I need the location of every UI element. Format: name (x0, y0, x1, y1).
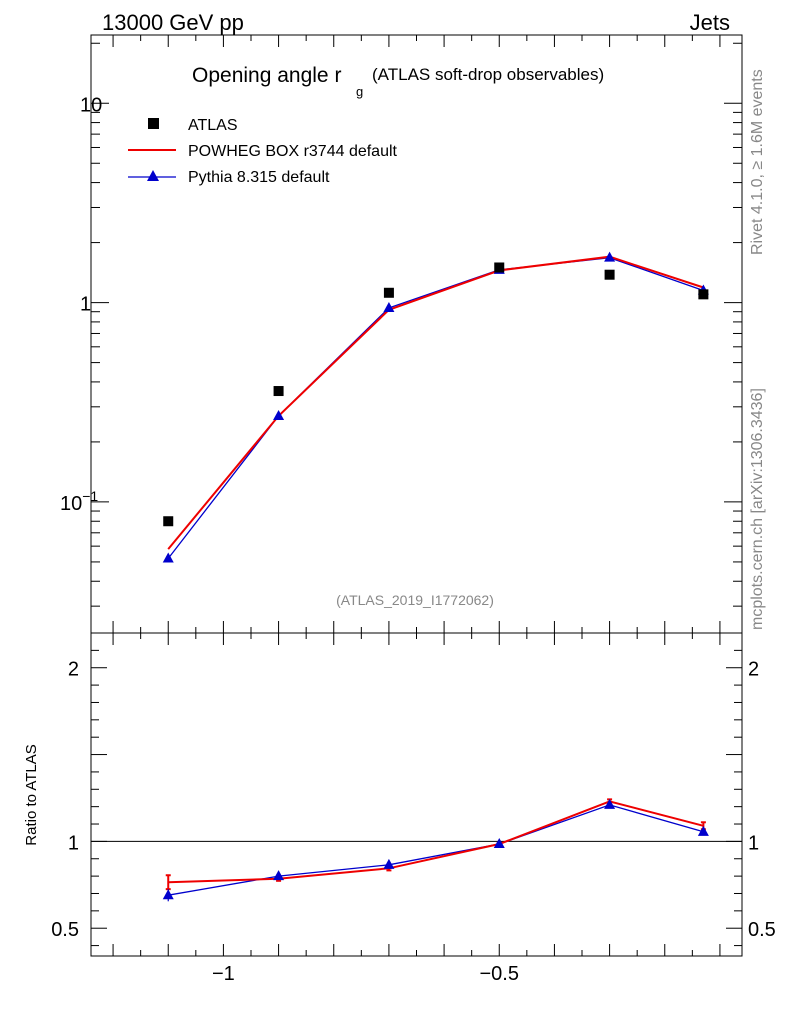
atlas-marker (273, 386, 284, 397)
atlas-marker (494, 262, 505, 273)
legend-pythia-label: Pythia 8.315 default (188, 169, 330, 186)
pythia-marker (383, 301, 395, 312)
atlas-marker (698, 289, 709, 300)
pythia-ratio-marker (273, 870, 285, 881)
pythia-ratio-marker (697, 825, 709, 836)
ratio-y-tick-label: 2 (68, 659, 79, 681)
pythia-ratio-marker (493, 837, 505, 848)
pythia-marker (162, 552, 174, 563)
powheg-line (167, 255, 704, 550)
axis-ticks: 10−1 1 10 0.5 0.5 1 1 2 2 −1 −0.5 (51, 35, 776, 985)
legend-atlas-label: ATLAS (188, 117, 238, 134)
plot-title-subscript: g (356, 84, 363, 99)
plot-title-main: Opening angle r (192, 64, 341, 87)
legend: ATLAS POWHEG BOX r3744 default Pythia 8.… (128, 117, 398, 186)
y-tick-label: 1 (80, 294, 91, 316)
powheg-ratio-line (168, 800, 704, 884)
y-tick-label: 10 (80, 94, 102, 116)
rivet-version-label: Rivet 4.1.0, ≥ 1.6M events (749, 69, 766, 255)
atlas-marker (604, 269, 615, 280)
ratio-plot-data (162, 798, 709, 902)
ratio-y-tick-label-right: 2 (748, 659, 759, 681)
mcplots-label: mcplots.cern.ch [arXiv:1306.3436] (749, 388, 766, 630)
ratio-y-tick-label-right: 1 (748, 832, 759, 854)
main-plot-data (162, 251, 709, 563)
pythia-marker (604, 251, 616, 262)
header-left: 13000 GeV pp (102, 10, 244, 35)
legend-powheg-label: POWHEG BOX r3744 default (188, 143, 398, 160)
ratio-y-tick-label: 1 (68, 832, 79, 854)
pythia-line (167, 257, 704, 559)
plot-title: Opening angle r (192, 64, 341, 87)
pythia-marker (273, 409, 285, 420)
pythia-ratio-marker (604, 798, 616, 809)
atlas-marker (163, 516, 174, 527)
legend-atlas-marker (148, 118, 159, 129)
header-right: Jets (690, 10, 730, 35)
ratio-y-tick-label-right: 0.5 (748, 919, 776, 941)
legend-pythia-marker (147, 170, 159, 181)
atlas-marker (383, 287, 394, 298)
ratio-y-tick-label: 0.5 (51, 919, 79, 941)
ratio-panel-frame (90, 632, 743, 957)
ratio-y-axis-label: Ratio to ATLAS (23, 744, 40, 845)
plot-title-suffix: (ATLAS soft-drop observables) (372, 65, 604, 84)
y-tick-label: 10−1 (60, 488, 98, 515)
x-tick-label: −1 (212, 963, 235, 985)
pythia-ratio-marker (162, 889, 174, 900)
x-tick-label: −0.5 (480, 963, 519, 985)
analysis-watermark: (ATLAS_2019_I1772062) (336, 592, 494, 608)
pythia-ratio-line (168, 804, 704, 896)
pythia-ratio-marker (383, 858, 395, 869)
